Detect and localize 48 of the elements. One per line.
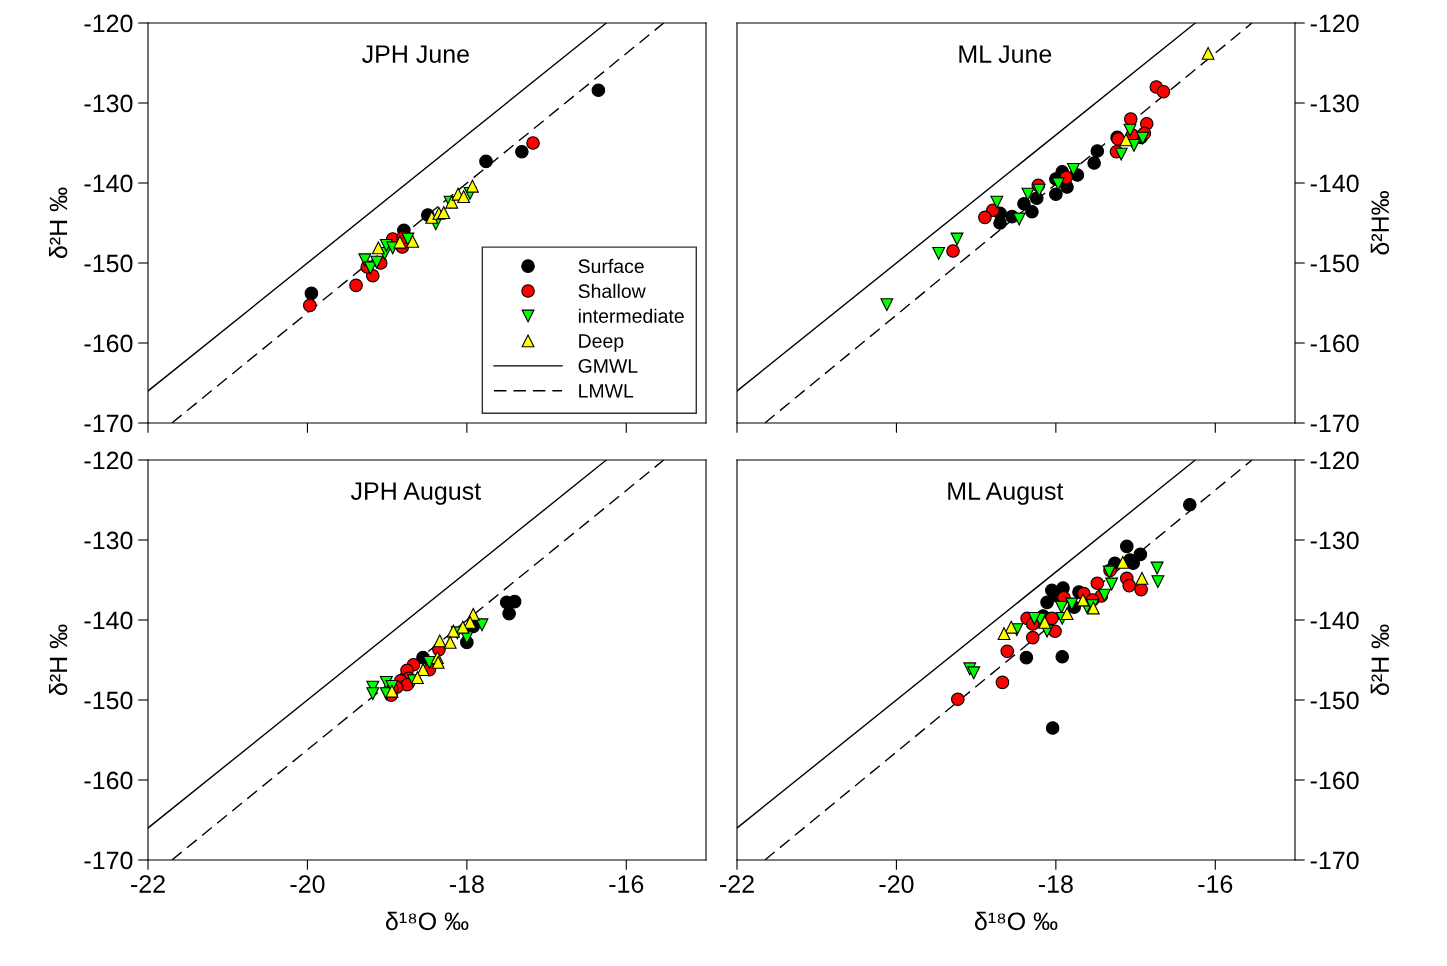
text: ML June (959, 45, 1052, 63)
x-tick-label: -20 (879, 875, 914, 893)
y-axis-title: δ²H ‰ (48, 187, 68, 259)
y-tick-label: -130 (84, 531, 133, 550)
legend-label: Surface (578, 258, 644, 274)
y-tick-label: -160 (84, 334, 133, 353)
x-axis-title: δ¹⁸O ‰ (974, 911, 1058, 931)
y-tick-label: -130 (1310, 94, 1359, 113)
y-tick-label: -150 (1310, 254, 1359, 273)
y-tick-label: -150 (84, 254, 133, 273)
y-tick-label: -140 (1310, 174, 1359, 193)
legend-label: GMWL (578, 359, 638, 373)
y-tick-label: -170 (1310, 414, 1359, 433)
y-tick-label: -140 (84, 174, 133, 193)
y-tick-label: -170 (84, 414, 133, 433)
x-axis-title: δ¹⁸O ‰ (385, 911, 469, 931)
legend-label: LMWL (579, 384, 634, 398)
x-tick-label: -22 (720, 875, 754, 893)
legend-label: Shallow (578, 283, 646, 299)
legend-label: intermediate (578, 308, 684, 323)
y-tick-label: -160 (1310, 334, 1359, 353)
text: ML August (948, 482, 1064, 505)
y-axis-title: δ²H‰ (1370, 191, 1390, 255)
x-tick-label: -20 (290, 875, 325, 893)
y-tick-label: -160 (84, 771, 133, 790)
y-tick-label: -170 (84, 851, 133, 870)
text: JPH June (362, 45, 469, 63)
x-tick-label: -16 (1198, 875, 1233, 893)
y-tick-label: -140 (1310, 611, 1359, 630)
y-tick-label: -160 (1310, 771, 1359, 790)
y-tick-label: -130 (84, 94, 133, 113)
y-tick-label: -120 (1310, 451, 1359, 470)
x-tick-label: -22 (131, 875, 165, 893)
y-axis-title: δ²H ‰ (48, 624, 68, 696)
x-tick-label: -16 (609, 875, 644, 893)
x-tick-label: -18 (449, 875, 484, 893)
y-tick-label: -140 (84, 611, 133, 630)
y-tick-label: -170 (1310, 851, 1359, 870)
y-tick-label: -120 (84, 451, 133, 470)
y-tick-label: -120 (84, 14, 133, 33)
y-tick-label: -150 (84, 691, 133, 710)
legend-label: Deep (579, 334, 624, 352)
y-tick-label: -150 (1310, 691, 1359, 710)
y-tick-label: -130 (1310, 531, 1359, 550)
text: JPH August (350, 482, 481, 505)
y-axis-title: δ²H ‰ (1370, 624, 1390, 696)
y-tick-label: -120 (1310, 14, 1359, 33)
x-tick-label: -18 (1038, 875, 1073, 893)
